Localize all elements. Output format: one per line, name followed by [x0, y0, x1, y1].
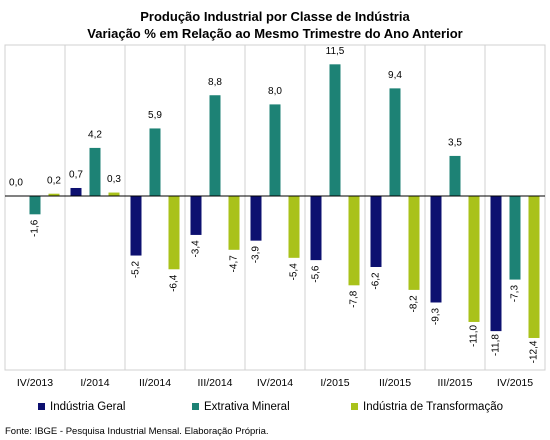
- bar-extrativa-mineral: [209, 95, 221, 196]
- data-label-extrativa-mineral: 4,2: [88, 130, 102, 141]
- bar-extrativa-mineral: [269, 104, 281, 196]
- bar-industria-geral: [370, 196, 382, 267]
- bar-industria-de-transformacao: [408, 196, 420, 290]
- data-label-industria-geral: 0,7: [69, 170, 83, 181]
- bar-industria-de-transformacao: [468, 196, 480, 322]
- category-tick-label: IV/2015: [497, 377, 533, 389]
- category-tick-label: III/2014: [197, 377, 232, 389]
- data-label-industria-geral: -3,9: [251, 246, 262, 264]
- data-label-industria-geral: -5,2: [131, 260, 142, 278]
- data-label-industria-de-transformacao: -12,4: [529, 340, 540, 363]
- data-label-industria-geral: -3,4: [191, 240, 202, 258]
- category-tick-label: I/2015: [320, 377, 349, 389]
- bars-group: [29, 64, 540, 338]
- bar-extrativa-mineral: [509, 196, 521, 280]
- category-separators: [64, 45, 486, 370]
- bar-industria-geral: [70, 187, 82, 196]
- legend-swatch: [351, 403, 358, 410]
- bar-industria-de-transformacao: [108, 192, 120, 196]
- data-label-industria-de-transformacao: 0,3: [107, 174, 121, 185]
- bar-industria-de-transformacao: [168, 196, 180, 270]
- legend-label: Indústria Geral: [50, 401, 125, 413]
- plot-area: [4, 44, 546, 371]
- data-label-extrativa-mineral: -1,6: [30, 219, 41, 237]
- data-label-industria-geral: -11,8: [491, 334, 502, 356]
- bar-industria-geral: [310, 196, 322, 261]
- bar-extrativa-mineral: [329, 64, 341, 196]
- data-label-industria-de-transformacao: -7,8: [349, 290, 360, 308]
- data-label-industria-de-transformacao: -11,0: [469, 324, 480, 346]
- bar-industria-geral: [190, 196, 202, 235]
- chart-subtitle: Variação % em Relação ao Mesmo Trimestre…: [87, 26, 462, 41]
- data-label-industria-de-transformacao: 0,2: [47, 175, 61, 186]
- data-label-industria-de-transformacao: -4,7: [229, 255, 240, 273]
- data-label-extrativa-mineral: 11,5: [326, 46, 345, 57]
- bar-industria-geral: [250, 196, 262, 241]
- bar-industria-de-transformacao: [288, 196, 300, 258]
- bar-extrativa-mineral: [389, 88, 401, 196]
- data-label-industria-de-transformacao: -8,2: [409, 295, 420, 313]
- bar-industria-de-transformacao: [48, 193, 60, 196]
- category-ticks-group: IV/2013 I/2014 II/2014 III/2014 IV/2014 I/201…: [17, 377, 533, 389]
- bar-extrativa-mineral: [89, 147, 101, 196]
- category-tick-label: I/2014: [80, 377, 109, 389]
- data-label-extrativa-mineral: 8,0: [268, 86, 282, 97]
- data-label-extrativa-mineral: -7,3: [510, 285, 521, 303]
- category-tick-label: II/2015: [379, 377, 411, 389]
- data-label-industria-geral: -5,6: [311, 265, 322, 283]
- bar-extrativa-mineral: [149, 128, 161, 196]
- source-note: Fonte: IBGE - Pesquisa Industrial Mensal…: [5, 426, 269, 437]
- data-label-industria-geral: 0,0: [9, 178, 23, 189]
- data-label-industria-de-transformacao: -5,4: [289, 263, 300, 281]
- category-tick-label: IV/2013: [17, 377, 53, 389]
- legend-swatch: [192, 403, 199, 410]
- data-label-extrativa-mineral: 8,8: [208, 77, 222, 88]
- bar-industria-geral: [490, 196, 502, 332]
- legend-swatch: [38, 403, 45, 410]
- data-label-industria-de-transformacao: -6,4: [169, 274, 180, 292]
- data-label-extrativa-mineral: 9,4: [388, 70, 402, 81]
- bar-extrativa-mineral: [29, 196, 41, 215]
- bar-industria-de-transformacao: [348, 196, 360, 286]
- legend: Indústria Geral Extrativa Mineral Indústri…: [38, 401, 503, 413]
- bar-industria-geral: [430, 196, 442, 303]
- data-label-extrativa-mineral: 3,5: [448, 138, 462, 149]
- data-label-industria-geral: -9,3: [431, 307, 442, 325]
- bar-industria-de-transformacao: [528, 196, 540, 338]
- category-tick-label: III/2015: [437, 377, 472, 389]
- category-tick-label: IV/2014: [257, 377, 293, 389]
- data-labels-group: 0,0 0,7 -5,2 -3,4 -3,9 -5,6 -6,2 -9,3 -11,8 -1,6 4…: [9, 46, 540, 363]
- legend-label: Extrativa Mineral: [204, 401, 290, 413]
- bar-extrativa-mineral: [449, 155, 461, 196]
- chart-title: Produção Industrial por Classe de Indúst…: [140, 9, 410, 24]
- data-label-extrativa-mineral: 5,9: [148, 110, 162, 121]
- legend-label: Indústria de Transformação: [363, 401, 503, 413]
- data-label-industria-geral: -6,2: [371, 272, 382, 290]
- bar-industria-de-transformacao: [228, 196, 240, 250]
- bar-industria-geral: [130, 196, 142, 256]
- category-tick-label: II/2014: [139, 377, 171, 389]
